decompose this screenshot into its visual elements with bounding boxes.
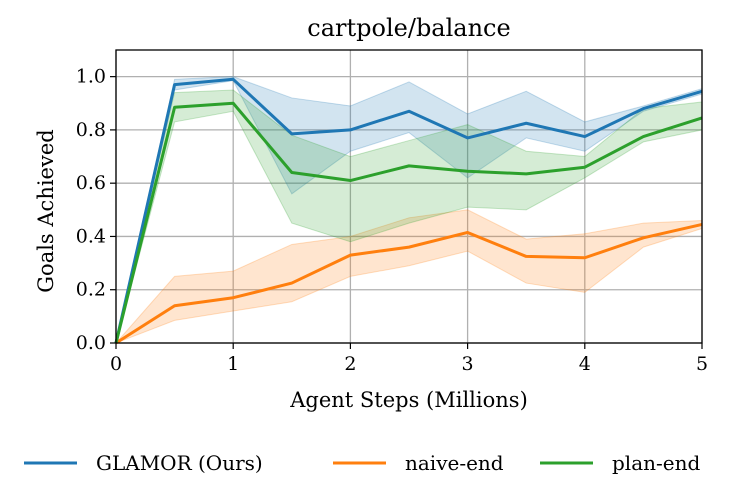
- y-tick-label: 0.0: [76, 332, 106, 354]
- band-naive-end: [115, 209, 703, 344]
- y-tick-label: 1.0: [76, 66, 106, 88]
- plot-area-frame: [115, 49, 703, 344]
- y-axis-label: Goals Achieved: [34, 129, 58, 292]
- legend-label-glamor-ours: GLAMOR (Ours): [96, 451, 263, 475]
- legend: GLAMOR (Ours) naive-end plan-end: [24, 451, 700, 475]
- y-tick-label: 0.8: [76, 119, 106, 141]
- y-tick-label: 0.2: [76, 279, 106, 301]
- x-axis-label: Agent Steps (Millions): [289, 388, 528, 412]
- y-tick-label: 0.4: [76, 225, 106, 247]
- x-tick-label: 0: [110, 353, 122, 375]
- legend-label-plan-end: plan-end: [612, 451, 700, 475]
- series-lines: [114, 77, 703, 345]
- y-axis-ticks: 0.0 0.2 0.4 0.6 0.8 1.0: [76, 66, 116, 354]
- x-axis-ticks: 0 1 2 3 4 5: [110, 343, 708, 375]
- x-tick-label: 4: [579, 353, 591, 375]
- y-tick-label: 0.6: [76, 172, 106, 194]
- x-tick-label: 1: [227, 353, 239, 375]
- x-tick-label: 3: [462, 353, 474, 375]
- chart-title: cartpole/balance: [307, 14, 510, 42]
- x-tick-label: 5: [696, 353, 708, 375]
- legend-label-naive-end: naive-end: [405, 451, 504, 475]
- x-tick-label: 2: [344, 353, 356, 375]
